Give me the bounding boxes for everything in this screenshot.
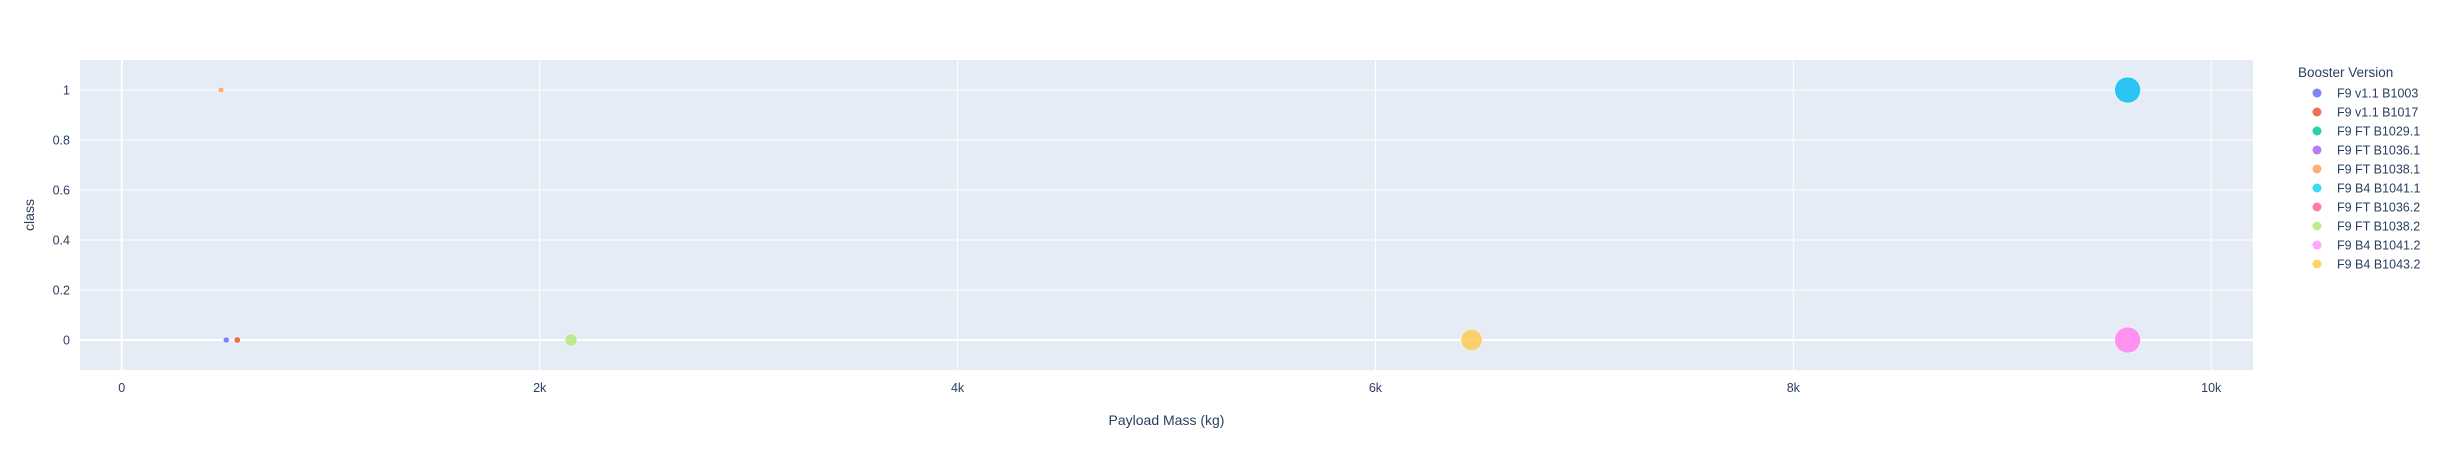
grid-lines xyxy=(80,60,2253,370)
scatter-point-series-9[interactable] xyxy=(1460,329,1483,351)
scatter-point-series-7[interactable] xyxy=(564,333,578,347)
scatter-point-series-0[interactable] xyxy=(223,336,230,344)
legend-label: F9 v1.1 B1017 xyxy=(2337,106,2418,120)
x-axis-title: Payload Mass (kg) xyxy=(1109,412,1225,428)
y-tick-label: 0.8 xyxy=(53,134,70,148)
legend-item[interactable]: F9 B4 B1041.1 xyxy=(2312,182,2421,196)
legend-marker xyxy=(2312,164,2322,174)
plot-background xyxy=(80,60,2253,370)
legend-item[interactable]: F9 B4 B1043.2 xyxy=(2312,258,2421,272)
legend-marker xyxy=(2312,240,2322,250)
legend-label: F9 B4 B1041.2 xyxy=(2337,239,2420,253)
y-tick-label: 0.4 xyxy=(53,234,70,248)
x-tick-label: 2k xyxy=(533,381,547,395)
legend-marker xyxy=(2312,126,2322,136)
scatter-point-series-5[interactable] xyxy=(2114,76,2141,104)
legend-label: F9 B4 B1041.1 xyxy=(2337,182,2420,196)
y-tick-label: 0 xyxy=(63,334,70,348)
legend-label: F9 FT B1036.1 xyxy=(2337,144,2420,158)
x-tick-label: 6k xyxy=(1369,381,1383,395)
legend-marker xyxy=(2312,145,2322,155)
x-tick-label: 4k xyxy=(951,381,965,395)
legend-item[interactable]: F9 FT B1036.1 xyxy=(2312,144,2421,158)
legend-marker xyxy=(2312,88,2322,98)
scatter-point-series-8[interactable] xyxy=(2114,326,2141,354)
legend-marker xyxy=(2312,183,2322,193)
legend-marker xyxy=(2312,107,2322,117)
legend-label: F9 FT B1036.2 xyxy=(2337,201,2420,215)
x-tick-label: 10k xyxy=(2201,381,2222,395)
legend-label: F9 FT B1029.1 xyxy=(2337,125,2420,139)
legend-label: F9 v1.1 B1003 xyxy=(2337,87,2418,101)
y-tick-label: 0.6 xyxy=(53,184,70,198)
y-tick-label: 0.2 xyxy=(53,284,70,298)
x-tick-label: 0 xyxy=(118,381,125,395)
legend-item[interactable]: F9 FT B1029.1 xyxy=(2312,125,2421,139)
y-tick-label: 1 xyxy=(63,84,70,98)
legend-label: F9 FT B1038.1 xyxy=(2337,163,2420,177)
legend-label: F9 B4 B1043.2 xyxy=(2337,258,2420,272)
data-points xyxy=(217,76,2141,354)
legend-item[interactable]: F9 B4 B1041.2 xyxy=(2312,239,2421,253)
legend-marker xyxy=(2312,221,2322,231)
legend-item[interactable]: F9 FT B1038.1 xyxy=(2312,163,2421,177)
legend-item[interactable]: F9 v1.1 B1017 xyxy=(2312,106,2419,120)
legend-label: F9 FT B1038.2 xyxy=(2337,220,2420,234)
legend-marker xyxy=(2312,259,2322,269)
scatter-point-series-1[interactable] xyxy=(233,336,241,344)
legend-title: Booster Version xyxy=(2298,65,2393,80)
legend-item[interactable]: F9 FT B1038.2 xyxy=(2312,220,2421,234)
scatter-point-series-4[interactable] xyxy=(217,86,225,94)
legend-item[interactable]: F9 v1.1 B1003 xyxy=(2312,87,2419,101)
axis-ticks: 0 2k 4k 6k 8k 10k 0 0.2 0.4 0.6 0.8 1 xyxy=(53,84,2222,396)
x-tick-label: 8k xyxy=(1787,381,1801,395)
legend-marker xyxy=(2312,202,2322,212)
legend[interactable]: Booster Version F9 v1.1 B1003 F9 v1.1 B10… xyxy=(2298,65,2420,272)
legend-item[interactable]: F9 FT B1036.2 xyxy=(2312,201,2421,215)
y-axis-title: class xyxy=(21,199,37,231)
